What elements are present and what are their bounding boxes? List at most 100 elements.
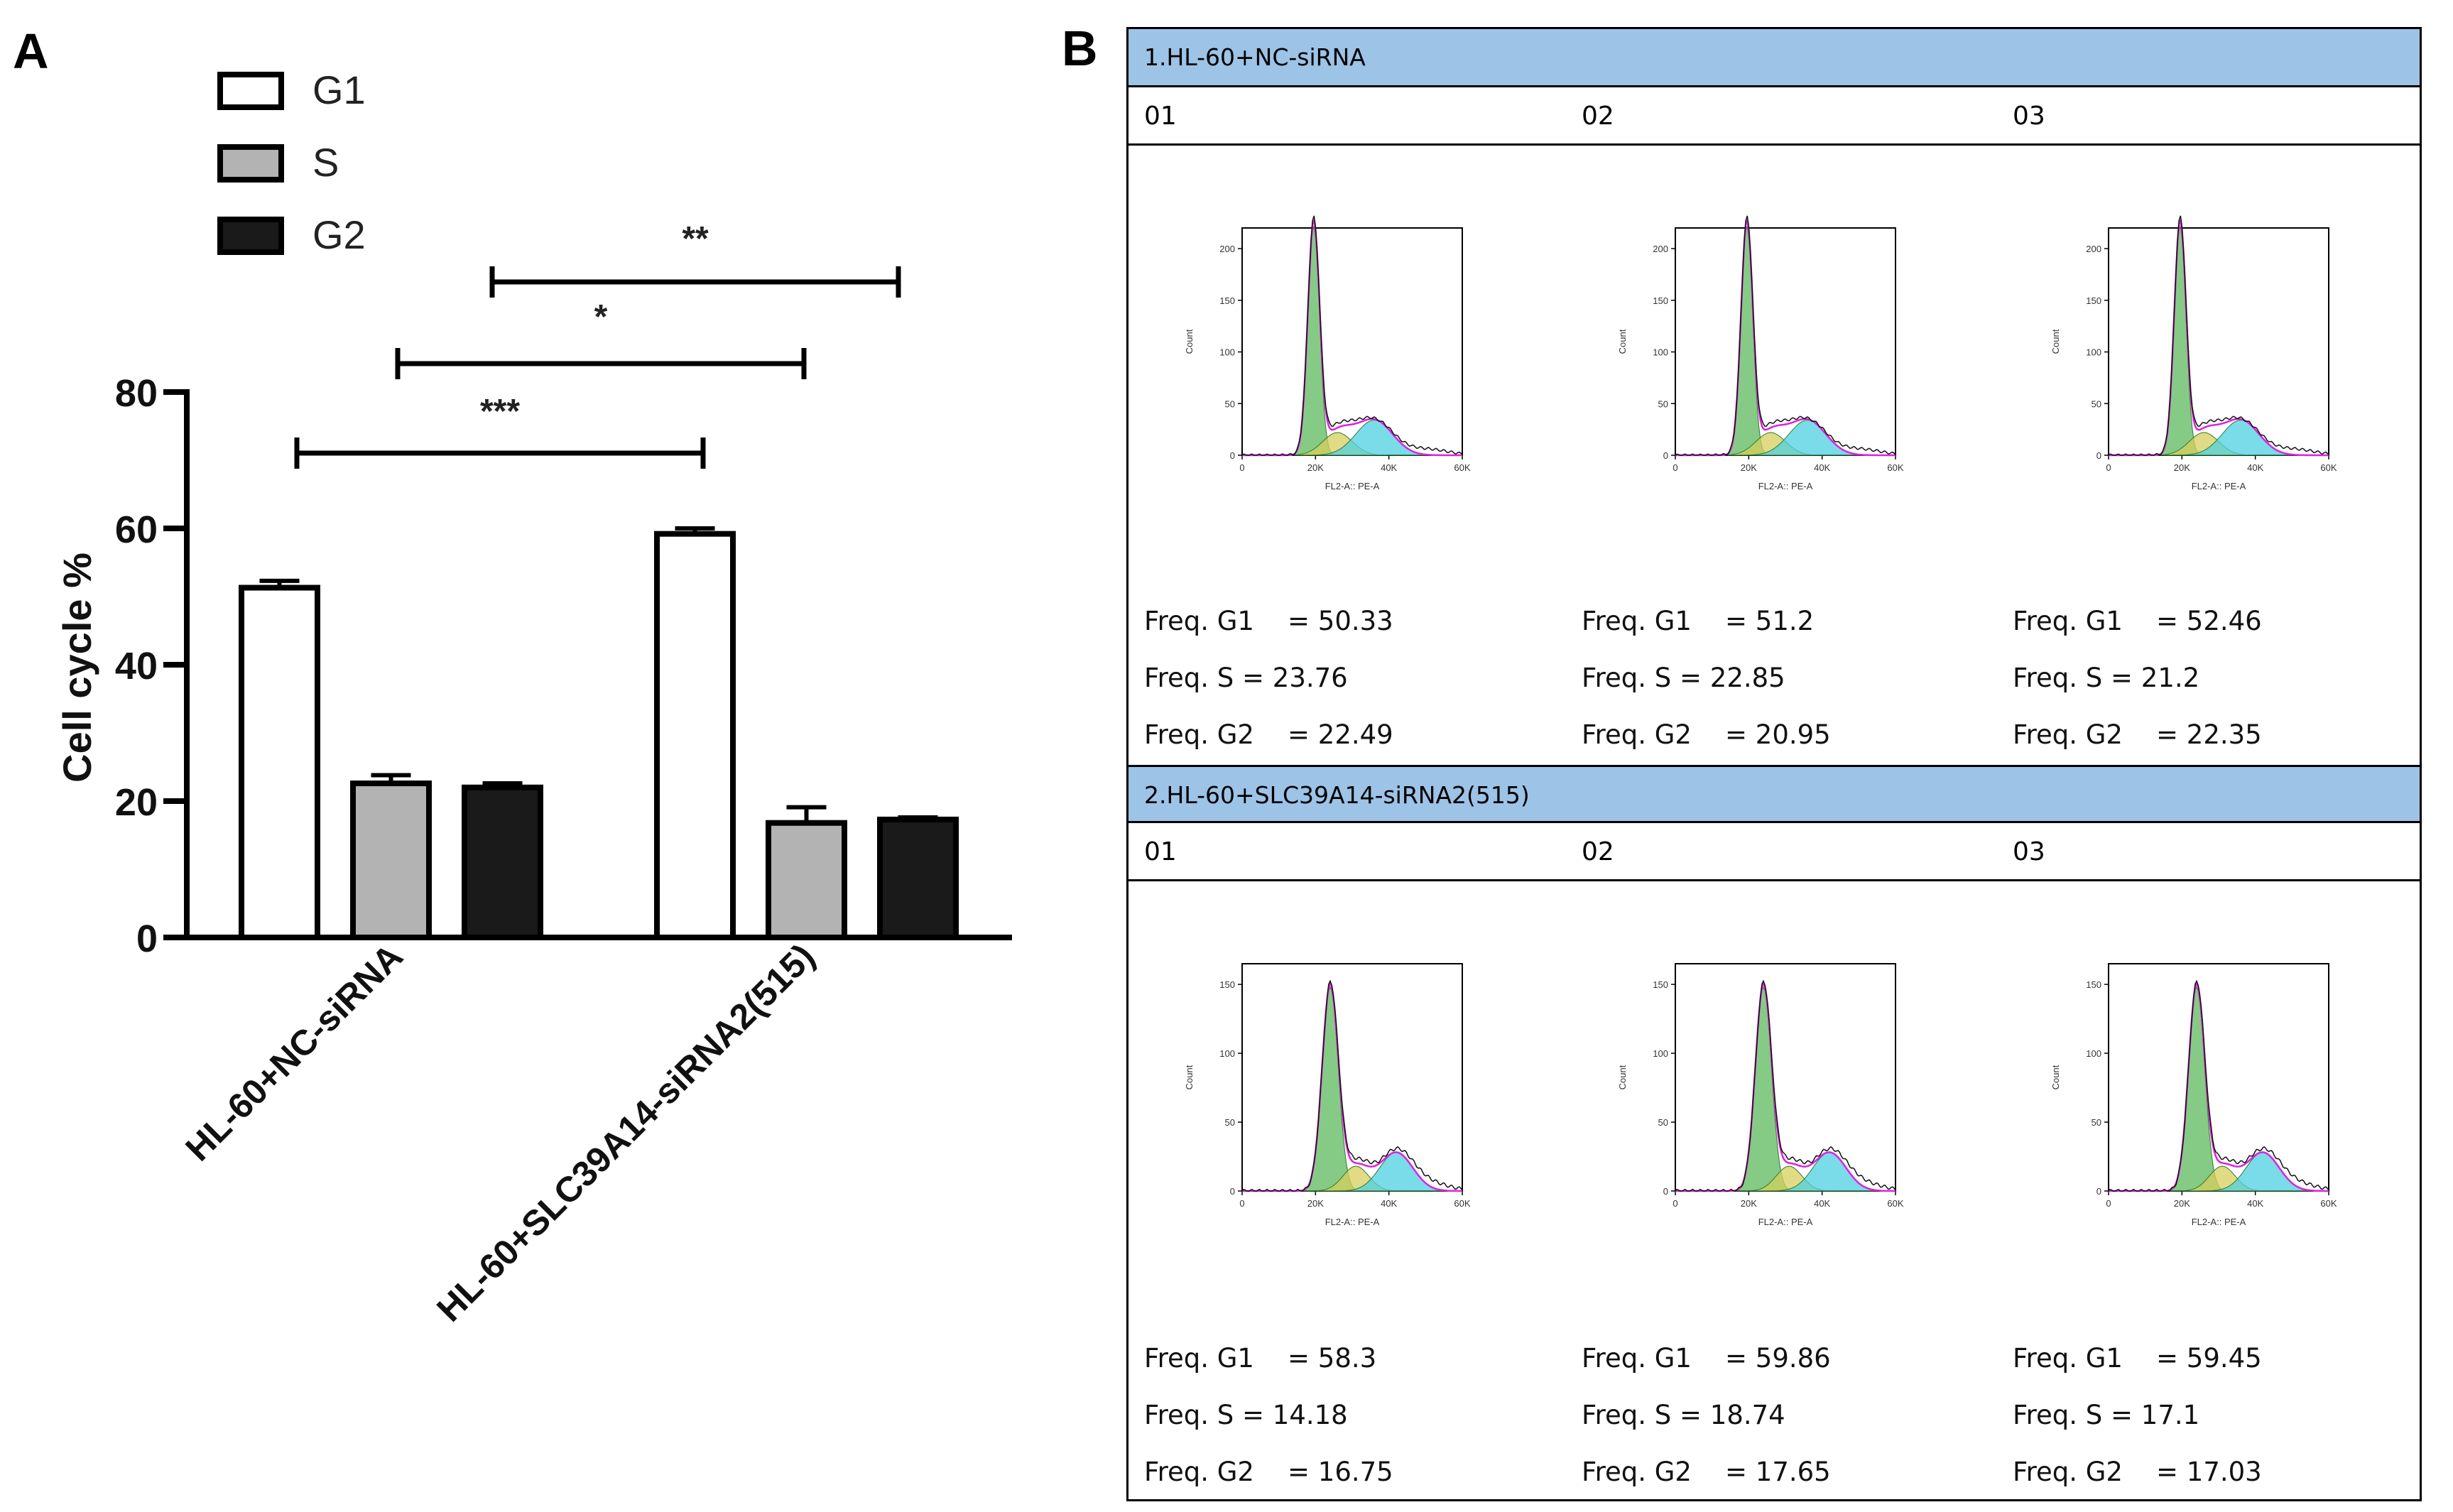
hist-x-label: FL2-A:: PE-A [1758,1217,1813,1227]
category-label-nc: HL-60+NC-siRNA [178,936,410,1168]
y-tick-label: 40 [115,645,158,687]
freq-g1: Freq. G1 = 50.33 [1144,606,1393,636]
hist-y-tick-label: 50 [1225,1117,1235,1128]
freq-g1: Freq. G1 = 59.86 [1582,1343,1831,1374]
hist-x-tick-label: 0 [2106,462,2111,473]
hist-x-tick-label: 60K [1454,1198,1470,1209]
freq-g2: Freq. G2 = 17.03 [2013,1457,2262,1487]
freq-g1: Freq. G1 = 59.45 [2013,1343,2262,1374]
hist-y-tick-label: 150 [2086,979,2101,990]
legend-label-g2: G2 [312,212,366,257]
g1-rep-02-label: 02 [1582,102,1614,131]
hist-x-label: FL2-A:: PE-A [1325,481,1380,491]
hist-y-tick-label: 50 [1658,1117,1668,1128]
freq-g2: Freq. G2 = 20.95 [1582,719,1831,750]
freq-g2: Freq. G2 = 17.65 [1582,1457,1831,1487]
y-tick-label: 0 [136,918,158,960]
plot-frame [1675,227,1896,456]
significance-label: * [594,298,608,336]
hist-y-label: Count [1617,1065,1628,1089]
plot-frame [1241,227,1463,456]
freq-s: Freq. S = 17.1 [2013,1400,2200,1430]
raw-data-line [1675,979,1896,1192]
group-1-replicate-row: 01 02 03 [1128,87,2420,146]
bar-g1-cat2 [654,531,736,940]
hist-y-tick-label: 50 [2092,1117,2101,1128]
bar-s-cat2 [766,820,847,940]
legend-label-s: S [312,140,339,185]
hist-x-tick-label: 20K [1741,1198,1757,1209]
hist-y-label: Count [1617,329,1628,354]
legend-swatch-g2 [217,217,284,255]
hist-y-tick-label: 0 [2096,450,2101,461]
hist-x-label: FL2-A:: PE-A [2192,1217,2246,1227]
hist-x-tick-label: 40K [1814,462,1830,473]
hist-y-tick-label: 200 [1219,244,1235,254]
hist-y-label: Count [1184,1065,1195,1089]
hist-y-tick-label: 0 [1230,450,1235,461]
raw-data-line [2108,215,2329,456]
freq-s: Freq. S = 14.18 [1144,1400,1348,1430]
hist-x-tick-label: 0 [1239,462,1244,473]
hist-x-tick-label: 20K [2174,1198,2190,1209]
g2-rep-02-label: 02 [1582,837,1614,866]
significance-label: *** [480,393,520,430]
hist-y-tick-label: 100 [1653,1048,1668,1059]
hist-y-tick-label: 0 [1663,450,1668,461]
hist-y-label: Count [1184,329,1195,354]
y-tick-label: 20 [115,781,158,824]
plot-frame [1675,963,1896,1192]
hist-y-tick-label: 50 [1225,398,1235,409]
freq-g2: Freq. G2 = 22.35 [2013,719,2262,750]
significance-label: ** [682,220,709,258]
hist-x-tick-label: 40K [1381,462,1397,473]
legend-swatch-g1 [217,72,284,110]
hist-x-tick-label: 60K [1454,462,1470,473]
y-tick-label: 80 [115,372,158,415]
hist-x-tick-label: 60K [2320,462,2337,473]
hist-x-tick-label: 0 [1239,1198,1244,1209]
hist-x-tick-label: 40K [2247,462,2263,473]
freq-g1: Freq. G1 = 51.2 [1582,606,1815,636]
hist-y-tick-label: 100 [1653,347,1668,358]
plot-frame [1241,963,1463,1192]
hist-x-tick-label: 60K [1887,462,1903,473]
hist-x-tick-label: 0 [2106,1198,2111,1209]
y-tick-label: 60 [115,508,158,551]
hist-x-tick-label: 40K [1814,1198,1830,1209]
hist-x-tick-label: 60K [2320,1198,2337,1209]
hist-x-tick-label: 0 [1672,462,1677,473]
hist-y-tick-label: 100 [2086,347,2101,358]
panel-b-letter: B [1062,21,1098,76]
hist-x-tick-label: 20K [1307,462,1324,473]
legend: G1 S G2 [217,67,366,257]
legend-label-g1: G1 [312,67,366,112]
category-label-slc: HL-60+SLC39A14-siRNA2(515) [429,936,822,1329]
hist-y-label: Count [2050,1065,2061,1089]
hist-y-tick-label: 0 [1663,1186,1668,1197]
freq-s: Freq. S = 23.76 [1144,663,1348,693]
hist-x-label: FL2-A:: PE-A [1325,1217,1380,1227]
raw-data-line [2108,979,2329,1192]
hist-x-tick-label: 60K [1887,1198,1903,1209]
panel-a-letter: A [13,23,49,79]
g1-rep-01-label: 01 [1144,102,1177,131]
y-axis-label: Cell cycle % [55,553,99,783]
bar-g2-cat1 [462,784,543,941]
hist-x-tick-label: 40K [1381,1198,1397,1209]
hist-y-tick-label: 150 [1653,295,1668,306]
raw-data-line [1675,215,1896,456]
flow-cytometry-panel: 1.HL-60+NC-siRNA 01 02 03 2.HL-60+SLC39A… [1126,27,2422,1501]
hist-y-tick-label: 150 [1653,979,1668,990]
hist-x-tick-label: 20K [2174,462,2190,473]
hist-x-tick-label: 20K [1741,462,1757,473]
group-1-header: 1.HL-60+NC-siRNA [1128,29,2420,87]
freq-s: Freq. S = 21.2 [2013,663,2200,693]
plot-frame [2108,963,2329,1192]
